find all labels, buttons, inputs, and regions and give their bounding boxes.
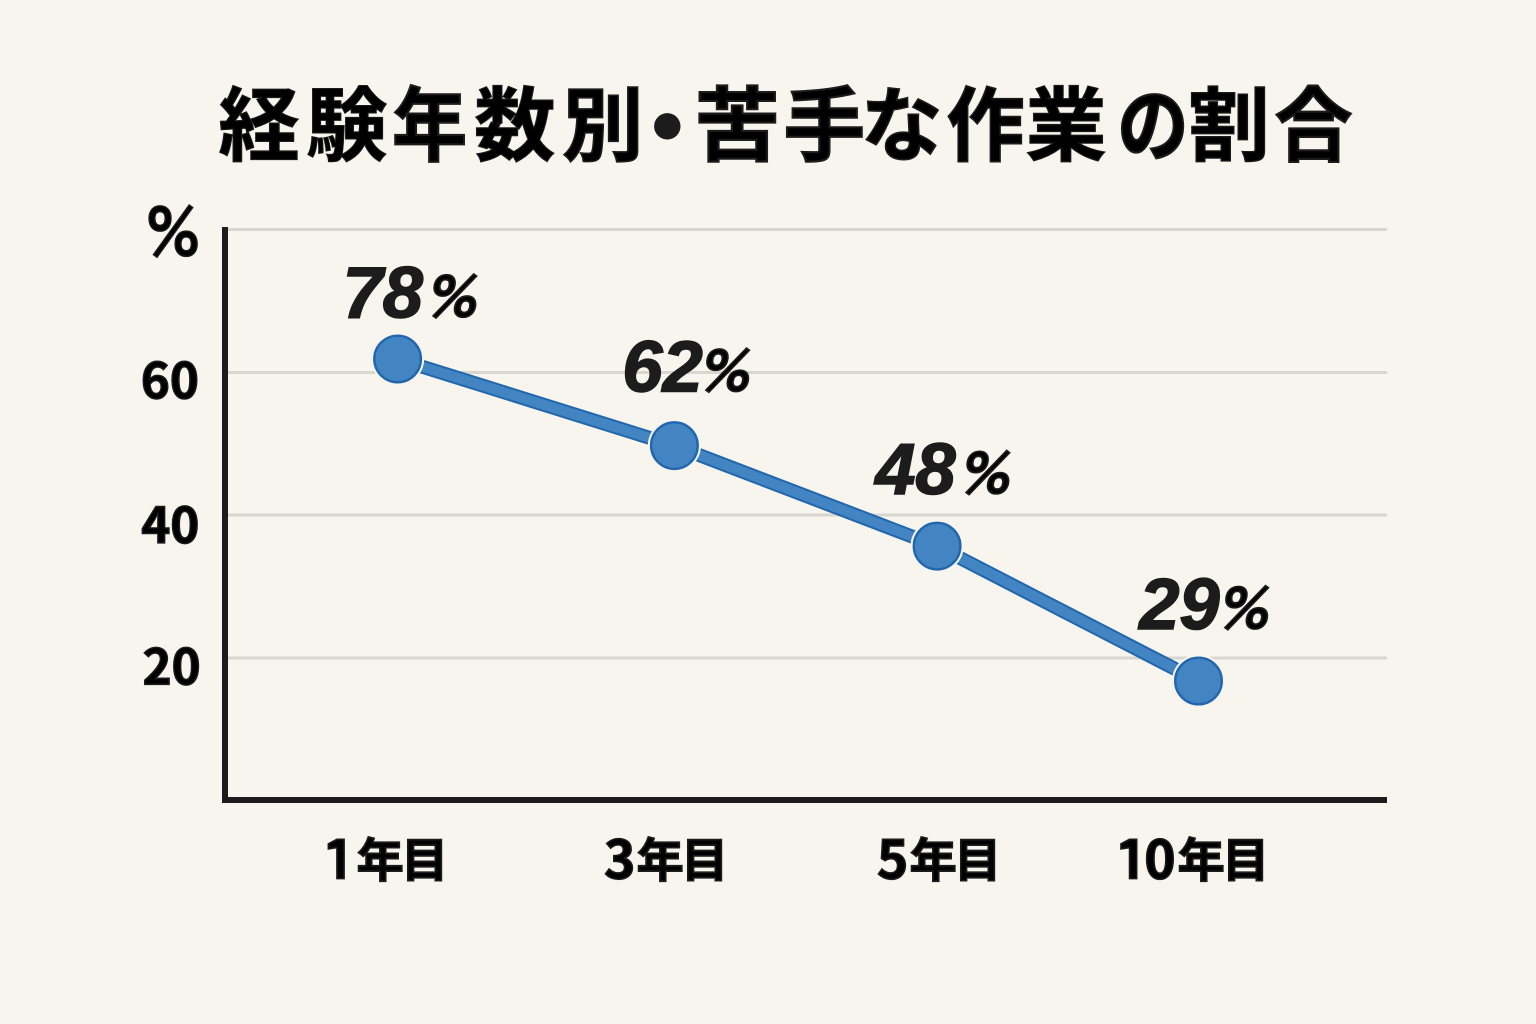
svg-text:78: 78 xyxy=(343,253,424,333)
svg-text:29: 29 xyxy=(1137,565,1219,645)
svg-text:48: 48 xyxy=(873,430,956,510)
svg-text:62: 62 xyxy=(622,328,702,408)
